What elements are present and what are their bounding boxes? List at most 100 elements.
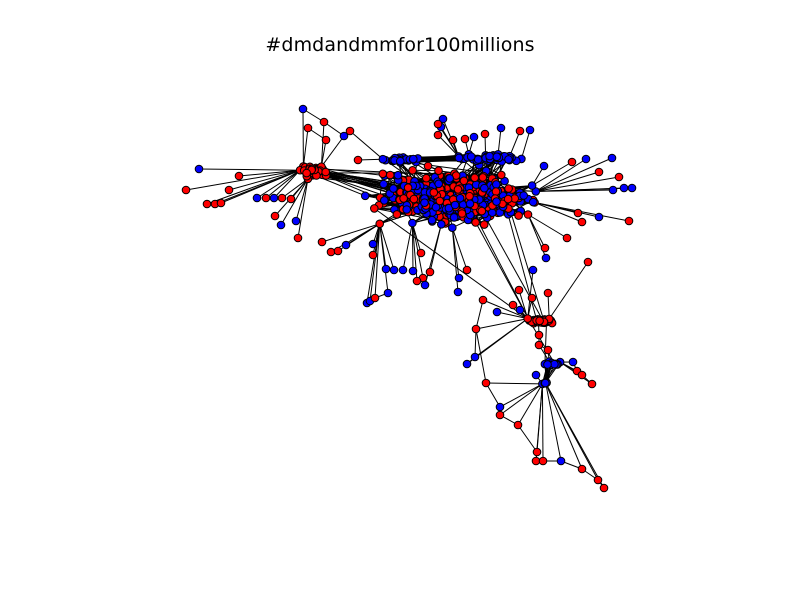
graph-node-blue (408, 266, 418, 276)
graph-node-red (594, 167, 604, 177)
graph-node-red (508, 300, 518, 310)
graph-node-blue (541, 378, 550, 388)
graph-edge (297, 178, 309, 239)
graph-node-blue (568, 357, 578, 367)
graph-node-red (491, 187, 501, 196)
graph-node-red (532, 447, 542, 457)
graph-edge (547, 292, 550, 319)
graph-node-blue (454, 273, 464, 283)
graph-edge (544, 322, 547, 365)
graph-node-red (293, 233, 303, 243)
graph-node-blue (393, 170, 403, 180)
graph-node-blue (455, 193, 465, 203)
graph-node-blue (437, 220, 446, 229)
graph-edge (349, 130, 384, 160)
graph-node-red (534, 340, 544, 350)
graph-node-blue (539, 161, 549, 171)
graph-node-blue (252, 193, 262, 203)
graph-node-blue (398, 265, 408, 275)
graph-node-blue (454, 153, 464, 163)
graph-node-red (286, 194, 296, 204)
graph-node-red (504, 184, 513, 193)
graph-node-red (261, 193, 271, 203)
graph-edge (541, 383, 544, 462)
graph-node-red (423, 161, 433, 171)
graph-node-red (448, 135, 458, 145)
graph-edge (535, 157, 613, 192)
graph-edge (531, 161, 573, 187)
graph-node-blue (466, 152, 476, 161)
graph-node-red (321, 135, 331, 145)
graph-node-blue (420, 198, 429, 207)
graph-node-blue (298, 104, 308, 114)
graph-edge (496, 311, 528, 320)
graph-node-red (392, 210, 402, 219)
graph-edge (411, 222, 414, 272)
graph-node-blue (528, 197, 538, 207)
graph-node-red (515, 126, 525, 136)
graph-edge (451, 227, 460, 279)
graph-node-red (471, 324, 481, 334)
graph-node-red (319, 117, 329, 127)
graph-edge (280, 178, 309, 226)
graph-node-red (543, 345, 553, 355)
graph-node-red (345, 126, 355, 136)
graph-edge (198, 168, 301, 171)
graph-node-red (460, 134, 470, 144)
graph-node-red (399, 194, 408, 203)
graph-node-red (317, 237, 327, 247)
graph-edge (369, 223, 381, 302)
graph-node-blue (453, 287, 463, 297)
graph-node-red (535, 316, 544, 326)
graph-edge (379, 223, 395, 271)
graph-node-blue (389, 265, 399, 275)
graph-edge (228, 169, 301, 191)
graph-edge (320, 139, 327, 167)
graph-node-red (370, 204, 379, 213)
graph-node-blue (368, 239, 378, 249)
graph-edge (320, 135, 345, 167)
graph-edge (534, 202, 583, 223)
graph-node-red (216, 198, 226, 208)
graph-edge (474, 328, 477, 358)
graph-node-red (523, 314, 533, 323)
graph-node-blue (389, 184, 398, 193)
graph-node-red (523, 210, 533, 219)
graph-node-red (577, 217, 587, 227)
graph-edge (256, 169, 301, 199)
graph-node-red (425, 267, 435, 277)
graph-node-red (416, 248, 426, 258)
graph-edge (517, 424, 538, 453)
graph-node-blue (495, 402, 505, 412)
graph-node-red (614, 172, 624, 182)
graph-edge (374, 207, 534, 324)
graph-node-blue (556, 456, 566, 466)
graph-node-blue (339, 131, 349, 141)
graph-node-blue (469, 132, 479, 142)
graph-node-red (470, 173, 480, 183)
graph-nodes (181, 104, 637, 493)
graph-edge (545, 383, 583, 470)
graph-node-red (303, 123, 313, 133)
graph-node-blue (525, 125, 535, 135)
graph-node-red (459, 176, 469, 186)
graph-node-red (538, 456, 548, 466)
graph-node-red (577, 464, 587, 474)
graph-node-red (422, 173, 431, 183)
graph-node-red (462, 265, 472, 275)
graph-node-red (478, 295, 488, 305)
graph-edge (265, 169, 301, 199)
graph-node-blue (519, 191, 529, 200)
graph-node-red (481, 378, 491, 388)
graph-node-blue (408, 218, 417, 228)
graph-edge (475, 299, 484, 330)
graph-node-red (495, 410, 505, 420)
graph-node-red (480, 129, 490, 139)
graph-node-blue (396, 156, 405, 166)
graph-edge (345, 223, 380, 246)
graph-node-red (503, 194, 513, 204)
graph-node-blue (341, 240, 351, 250)
graph-node-blue (492, 307, 502, 317)
graph-edge (527, 214, 546, 249)
